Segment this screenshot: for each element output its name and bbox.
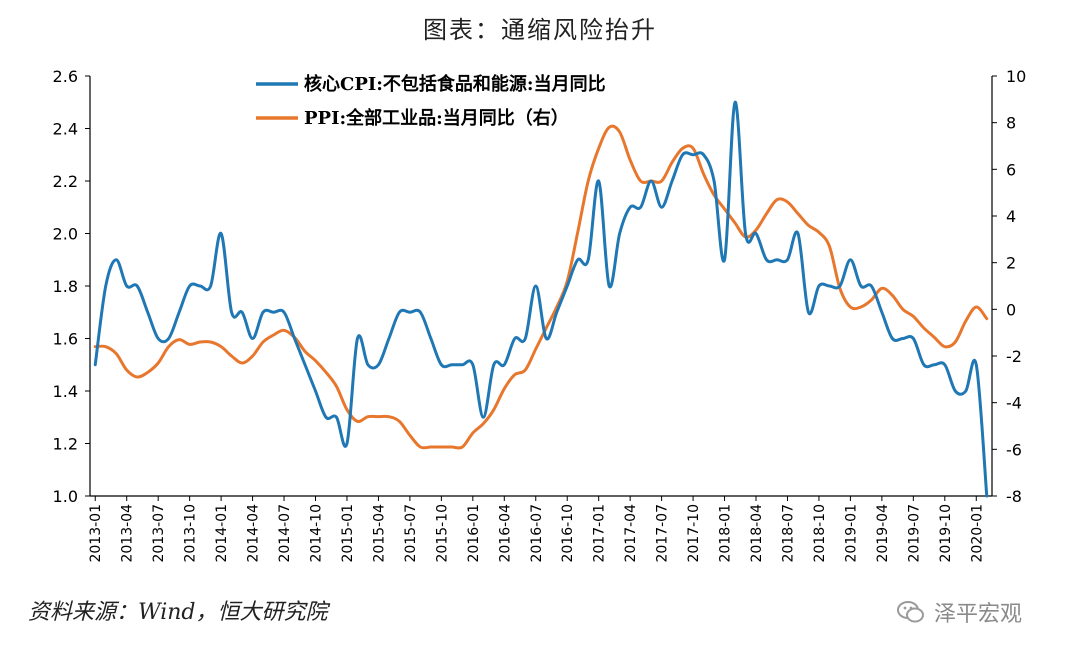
left-tick-label: 1.4 [53,382,78,401]
x-tick-label: 2015-01 [340,504,356,563]
left-tick-label: 1.8 [53,277,78,296]
source-note: 资料来源：Wind，恒大研究院 [28,600,328,625]
x-tick-label: 2017-10 [686,504,702,563]
x-tick-label: 2013-10 [183,504,199,563]
x-tick-label: 2015-07 [403,504,419,563]
x-tick-label: 2017-07 [655,504,671,563]
x-tick-label: 2017-01 [592,504,608,563]
x-tick-label: 2017-04 [623,504,639,563]
watermark-text: 泽平宏观 [934,602,1023,627]
left-y-axis: 1.0 1.2 1.4 1.6 1.8 2.0 2.2 2.4 2.6 [53,67,90,506]
right-y-axis: -8 -6 -4 -2 0 2 4 6 8 10 [992,67,1026,506]
series-lines [93,100,989,498]
right-tick-label: 8 [1006,114,1016,133]
x-tick-label: 2013-07 [151,504,167,563]
x-tick-label: 2018-04 [749,504,765,563]
x-tick-label: 2015-04 [371,504,387,563]
x-tick-label: 2014-10 [309,504,325,563]
left-tick-label: 2.4 [53,120,78,139]
right-tick-label: 0 [1006,300,1016,319]
x-tick-label: 2018-10 [812,504,828,563]
left-tick-label: 1.6 [53,330,78,349]
chart-title: 图表：通缩风险抬升 [423,16,657,44]
x-tick-label: 2016-07 [529,504,545,563]
x-tick-label: 2016-10 [560,504,576,563]
right-tick-label: 2 [1006,254,1016,273]
right-tick-label: 10 [1006,67,1026,86]
right-tick-label: 6 [1006,160,1016,179]
x-tick-label: 2014-07 [277,504,293,563]
left-tick-label: 2.6 [53,67,78,86]
watermark: 泽平宏观 [896,596,1022,628]
legend-label: 核心CPI:不包括食品和能源:当月同比 [304,73,606,95]
x-tick-label: 2014-01 [214,504,230,563]
x-tick-label: 2016-01 [466,504,482,563]
right-tick-label: -4 [1006,394,1022,413]
x-tick-label: 2019-10 [938,504,954,563]
right-tick-label: -2 [1006,347,1022,366]
plot-frame [89,76,993,497]
right-tick-label: 4 [1006,207,1016,226]
left-tick-label: 1.2 [53,435,78,454]
x-tick-label: 2013-01 [88,504,104,563]
x-tick-label: 2018-07 [780,504,796,563]
x-tick-label: 2019-07 [906,504,922,563]
left-tick-label: 2.0 [53,225,78,244]
legend: 核心CPI:不包括食品和能源:当月同比 PPI:全部工业品:当月同比（右） [256,73,606,129]
core-cpi-line [93,100,989,498]
right-tick-label: -6 [1006,440,1022,459]
x-tick-label: 2020-01 [969,504,985,563]
left-tick-label: 2.2 [53,172,78,191]
x-tick-label: 2014-04 [246,504,262,563]
wechat-icon [897,601,924,623]
left-tick-label: 1.0 [53,487,78,506]
right-tick-label: -8 [1006,487,1022,506]
x-tick-label: 2019-04 [875,504,891,563]
x-tick-label: 2013-04 [120,504,136,563]
legend-label: PPI:全部工业品:当月同比（右） [304,107,569,129]
x-tick-label: 2019-01 [843,504,859,563]
x-tick-label: 2018-01 [718,504,734,563]
x-tick-label: 2016-04 [497,504,513,563]
x-tick-label: 2015-10 [434,504,450,563]
x-axis: 2013-01 2013-04 2013-07 2013-10 2014-01 2014-… [88,496,985,563]
